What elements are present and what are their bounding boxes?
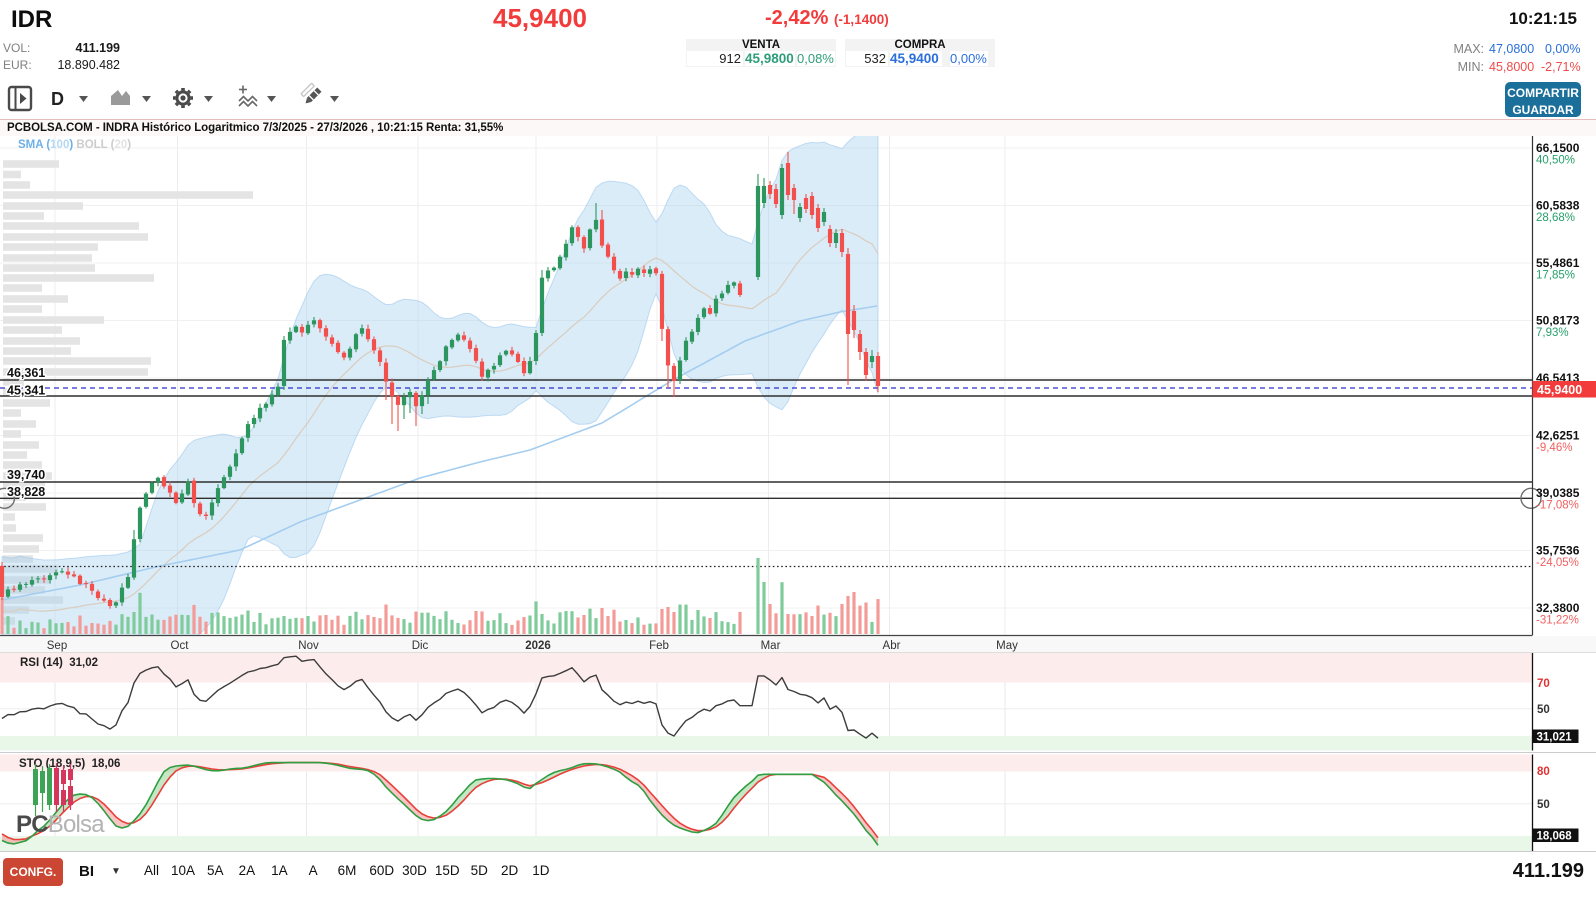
svg-text:-31,22%: -31,22%: [1536, 615, 1579, 627]
svg-text:18,068: 18,068: [1537, 831, 1573, 843]
svg-text:80: 80: [1537, 766, 1550, 778]
svg-text:45,341: 45,341: [7, 384, 45, 398]
svg-text:STO (18,9,5) 18,06: STO (18,9,5) 18,06: [19, 758, 120, 770]
svg-text:40,50%: 40,50%: [1536, 155, 1575, 167]
svg-text:50,8173: 50,8173: [1536, 314, 1580, 328]
svg-text:55,4861: 55,4861: [1536, 256, 1580, 270]
svg-text:PCBolsa: PCBolsa: [16, 811, 105, 838]
svg-text:39,0385: 39,0385: [1536, 486, 1580, 500]
svg-text:May: May: [996, 640, 1018, 652]
svg-text:Feb: Feb: [649, 640, 669, 652]
svg-text:70: 70: [1537, 678, 1550, 690]
svg-text:32,3800: 32,3800: [1536, 601, 1580, 615]
svg-text:45,9400: 45,9400: [1537, 383, 1582, 397]
svg-text:60,5838: 60,5838: [1536, 199, 1580, 213]
svg-text:66,1500: 66,1500: [1536, 141, 1580, 155]
svg-text:46,361: 46,361: [7, 366, 45, 380]
svg-text:50: 50: [1537, 799, 1550, 811]
svg-text:38,828: 38,828: [7, 485, 45, 499]
svg-text:7,93%: 7,93%: [1536, 327, 1569, 339]
svg-text:2026: 2026: [525, 640, 551, 652]
svg-text:39,740: 39,740: [7, 468, 45, 482]
svg-text:35,7536: 35,7536: [1536, 544, 1580, 558]
svg-text:RSI (14) 31,02: RSI (14) 31,02: [20, 657, 98, 669]
svg-text:Abr: Abr: [883, 640, 901, 652]
svg-text:-9,46%: -9,46%: [1536, 442, 1572, 454]
svg-text:Sep: Sep: [47, 640, 67, 652]
svg-text:17,85%: 17,85%: [1536, 270, 1575, 282]
svg-text:42,6251: 42,6251: [1536, 429, 1580, 443]
svg-text:-17,08%: -17,08%: [1536, 500, 1579, 512]
svg-text:Dic: Dic: [412, 640, 429, 652]
svg-text:SMA (100) BOLL (20): SMA (100) BOLL (20): [18, 139, 131, 151]
svg-text:Oct: Oct: [171, 640, 190, 652]
svg-text:28,68%: 28,68%: [1536, 212, 1575, 224]
svg-text:D: D: [51, 89, 64, 109]
svg-text:Nov: Nov: [298, 640, 319, 652]
svg-text:-24,05%: -24,05%: [1536, 557, 1579, 569]
svg-text:31,021: 31,021: [1537, 732, 1573, 744]
svg-text:Mar: Mar: [761, 640, 781, 652]
svg-text:50: 50: [1537, 704, 1550, 716]
